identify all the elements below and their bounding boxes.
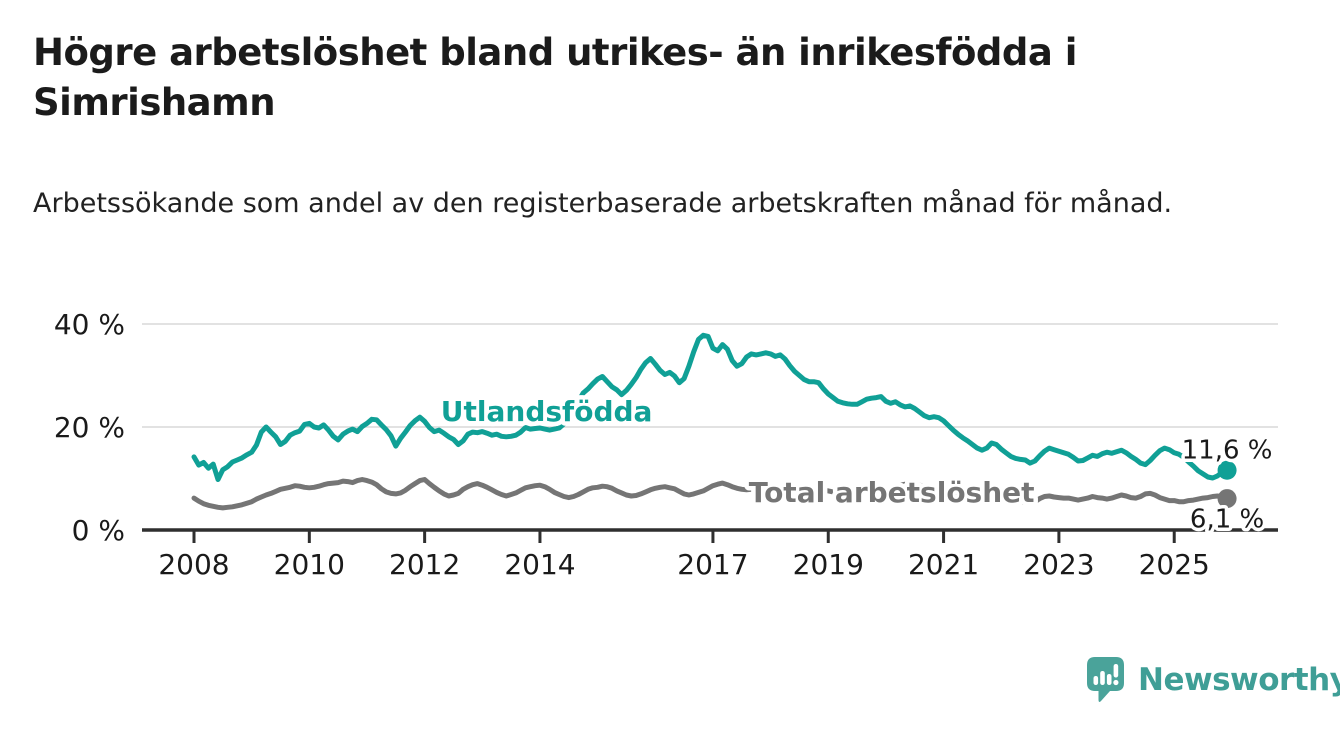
series-line-1: [191, 477, 1230, 511]
series-end-dot-1: [1217, 489, 1237, 509]
series-end-dot-0: [1217, 460, 1237, 480]
x-tick-label: 2012: [389, 548, 460, 581]
series-label-1: Total arbetslöshet: [749, 476, 1035, 509]
x-tick-label: 2021: [908, 548, 979, 581]
newsworthy-logo: Newsworthy: [1086, 655, 1340, 705]
x-tick-label: 2014: [504, 548, 575, 581]
series-line-0: [191, 332, 1230, 482]
end-value-label-0: 11,6 %: [1182, 435, 1273, 465]
x-tick-label: 2023: [1023, 548, 1094, 581]
newsworthy-logo-text: Newsworthy: [1138, 662, 1340, 698]
x-tick-label: 2025: [1139, 548, 1210, 581]
y-tick-label: 0 %: [72, 514, 125, 547]
x-tick-label: 2019: [793, 548, 864, 581]
newsworthy-bubble-chart-icon: [1087, 657, 1124, 702]
series-label-0: Utlandsfödda: [441, 395, 653, 428]
x-tick-label: 2010: [274, 548, 345, 581]
end-value-label-1: 6,1 %: [1190, 505, 1264, 535]
y-tick-label: 20 %: [54, 411, 125, 444]
page-subtitle: Arbetssökande som andel av den registerb…: [33, 188, 1173, 219]
x-tick-label: 2008: [158, 548, 229, 581]
y-tick-label: 40 %: [54, 308, 125, 341]
x-tick-label: 2017: [677, 548, 748, 581]
page-title: Högre arbetslöshet bland utrikes- än inr…: [33, 31, 1077, 124]
